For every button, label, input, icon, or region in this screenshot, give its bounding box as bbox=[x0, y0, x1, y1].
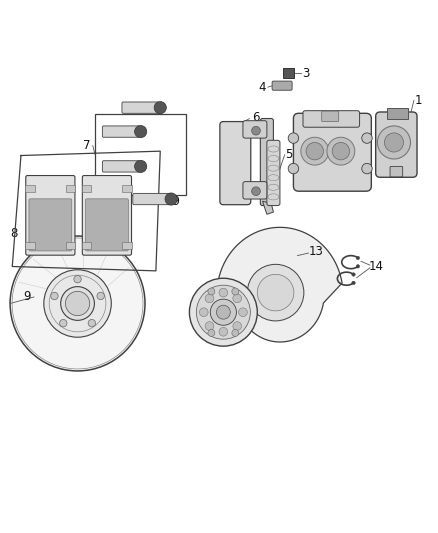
FancyBboxPatch shape bbox=[82, 185, 92, 192]
FancyBboxPatch shape bbox=[220, 122, 251, 205]
FancyBboxPatch shape bbox=[390, 166, 403, 177]
FancyBboxPatch shape bbox=[243, 182, 267, 199]
Polygon shape bbox=[262, 201, 273, 214]
Circle shape bbox=[196, 285, 251, 339]
Circle shape bbox=[154, 102, 166, 114]
FancyBboxPatch shape bbox=[243, 120, 267, 138]
Circle shape bbox=[232, 288, 239, 295]
FancyBboxPatch shape bbox=[122, 185, 132, 192]
Circle shape bbox=[189, 278, 257, 346]
Circle shape bbox=[51, 292, 58, 300]
FancyBboxPatch shape bbox=[283, 68, 294, 78]
FancyBboxPatch shape bbox=[303, 111, 360, 127]
Circle shape bbox=[65, 292, 90, 316]
FancyBboxPatch shape bbox=[85, 199, 128, 251]
Circle shape bbox=[88, 319, 95, 327]
Text: 14: 14 bbox=[369, 260, 384, 273]
Polygon shape bbox=[217, 228, 342, 342]
FancyBboxPatch shape bbox=[102, 126, 140, 137]
Circle shape bbox=[44, 270, 111, 337]
Circle shape bbox=[97, 292, 104, 300]
Circle shape bbox=[199, 308, 208, 317]
Circle shape bbox=[378, 126, 410, 159]
FancyBboxPatch shape bbox=[26, 175, 75, 255]
FancyBboxPatch shape bbox=[272, 81, 292, 90]
Circle shape bbox=[332, 142, 350, 160]
FancyBboxPatch shape bbox=[267, 140, 280, 206]
Circle shape bbox=[288, 163, 299, 174]
FancyBboxPatch shape bbox=[133, 193, 170, 205]
Circle shape bbox=[352, 281, 355, 285]
Circle shape bbox=[252, 187, 260, 196]
Text: 6: 6 bbox=[252, 111, 259, 124]
Circle shape bbox=[61, 287, 95, 320]
Circle shape bbox=[327, 137, 355, 165]
Circle shape bbox=[232, 329, 239, 336]
Text: 4: 4 bbox=[259, 80, 266, 94]
Text: 2: 2 bbox=[362, 166, 370, 179]
Circle shape bbox=[134, 160, 147, 173]
Circle shape bbox=[210, 299, 237, 325]
FancyBboxPatch shape bbox=[293, 114, 371, 191]
Circle shape bbox=[252, 126, 260, 135]
Text: 13: 13 bbox=[309, 245, 324, 258]
Text: 19: 19 bbox=[133, 102, 148, 116]
Text: 3: 3 bbox=[302, 67, 310, 80]
Circle shape bbox=[10, 236, 145, 371]
Circle shape bbox=[288, 133, 299, 143]
Text: 11: 11 bbox=[191, 298, 205, 311]
FancyBboxPatch shape bbox=[66, 243, 75, 249]
Circle shape bbox=[306, 142, 323, 160]
FancyBboxPatch shape bbox=[260, 118, 273, 206]
Circle shape bbox=[208, 329, 215, 336]
FancyBboxPatch shape bbox=[376, 112, 417, 177]
Circle shape bbox=[362, 133, 372, 143]
Circle shape bbox=[165, 193, 177, 205]
Circle shape bbox=[208, 288, 215, 295]
Text: 9: 9 bbox=[23, 290, 30, 303]
FancyBboxPatch shape bbox=[387, 108, 408, 118]
FancyBboxPatch shape bbox=[66, 185, 75, 192]
Text: 19: 19 bbox=[166, 195, 181, 208]
FancyBboxPatch shape bbox=[82, 243, 92, 249]
FancyBboxPatch shape bbox=[122, 102, 159, 114]
Text: 8: 8 bbox=[10, 228, 17, 240]
Circle shape bbox=[219, 327, 228, 336]
Text: 1: 1 bbox=[415, 94, 422, 107]
Circle shape bbox=[134, 125, 147, 138]
FancyBboxPatch shape bbox=[102, 161, 140, 172]
FancyBboxPatch shape bbox=[25, 243, 35, 249]
Text: 7: 7 bbox=[82, 139, 90, 152]
Circle shape bbox=[205, 322, 214, 330]
Circle shape bbox=[219, 288, 228, 297]
FancyBboxPatch shape bbox=[322, 111, 339, 122]
FancyBboxPatch shape bbox=[25, 185, 35, 192]
FancyBboxPatch shape bbox=[29, 199, 72, 251]
Circle shape bbox=[216, 305, 230, 319]
Circle shape bbox=[362, 163, 372, 174]
Circle shape bbox=[356, 264, 360, 268]
Circle shape bbox=[60, 319, 67, 327]
Circle shape bbox=[239, 308, 247, 317]
Text: 12: 12 bbox=[230, 298, 245, 311]
Circle shape bbox=[233, 294, 241, 303]
Circle shape bbox=[233, 322, 241, 330]
Text: 10: 10 bbox=[214, 320, 229, 333]
Text: 5: 5 bbox=[285, 148, 292, 161]
Circle shape bbox=[257, 274, 294, 311]
Circle shape bbox=[247, 264, 304, 321]
Circle shape bbox=[205, 294, 214, 303]
Circle shape bbox=[352, 273, 355, 276]
Circle shape bbox=[385, 133, 403, 152]
FancyBboxPatch shape bbox=[122, 243, 132, 249]
FancyBboxPatch shape bbox=[82, 175, 131, 255]
Circle shape bbox=[356, 256, 360, 260]
Circle shape bbox=[301, 137, 328, 165]
Circle shape bbox=[74, 276, 81, 283]
